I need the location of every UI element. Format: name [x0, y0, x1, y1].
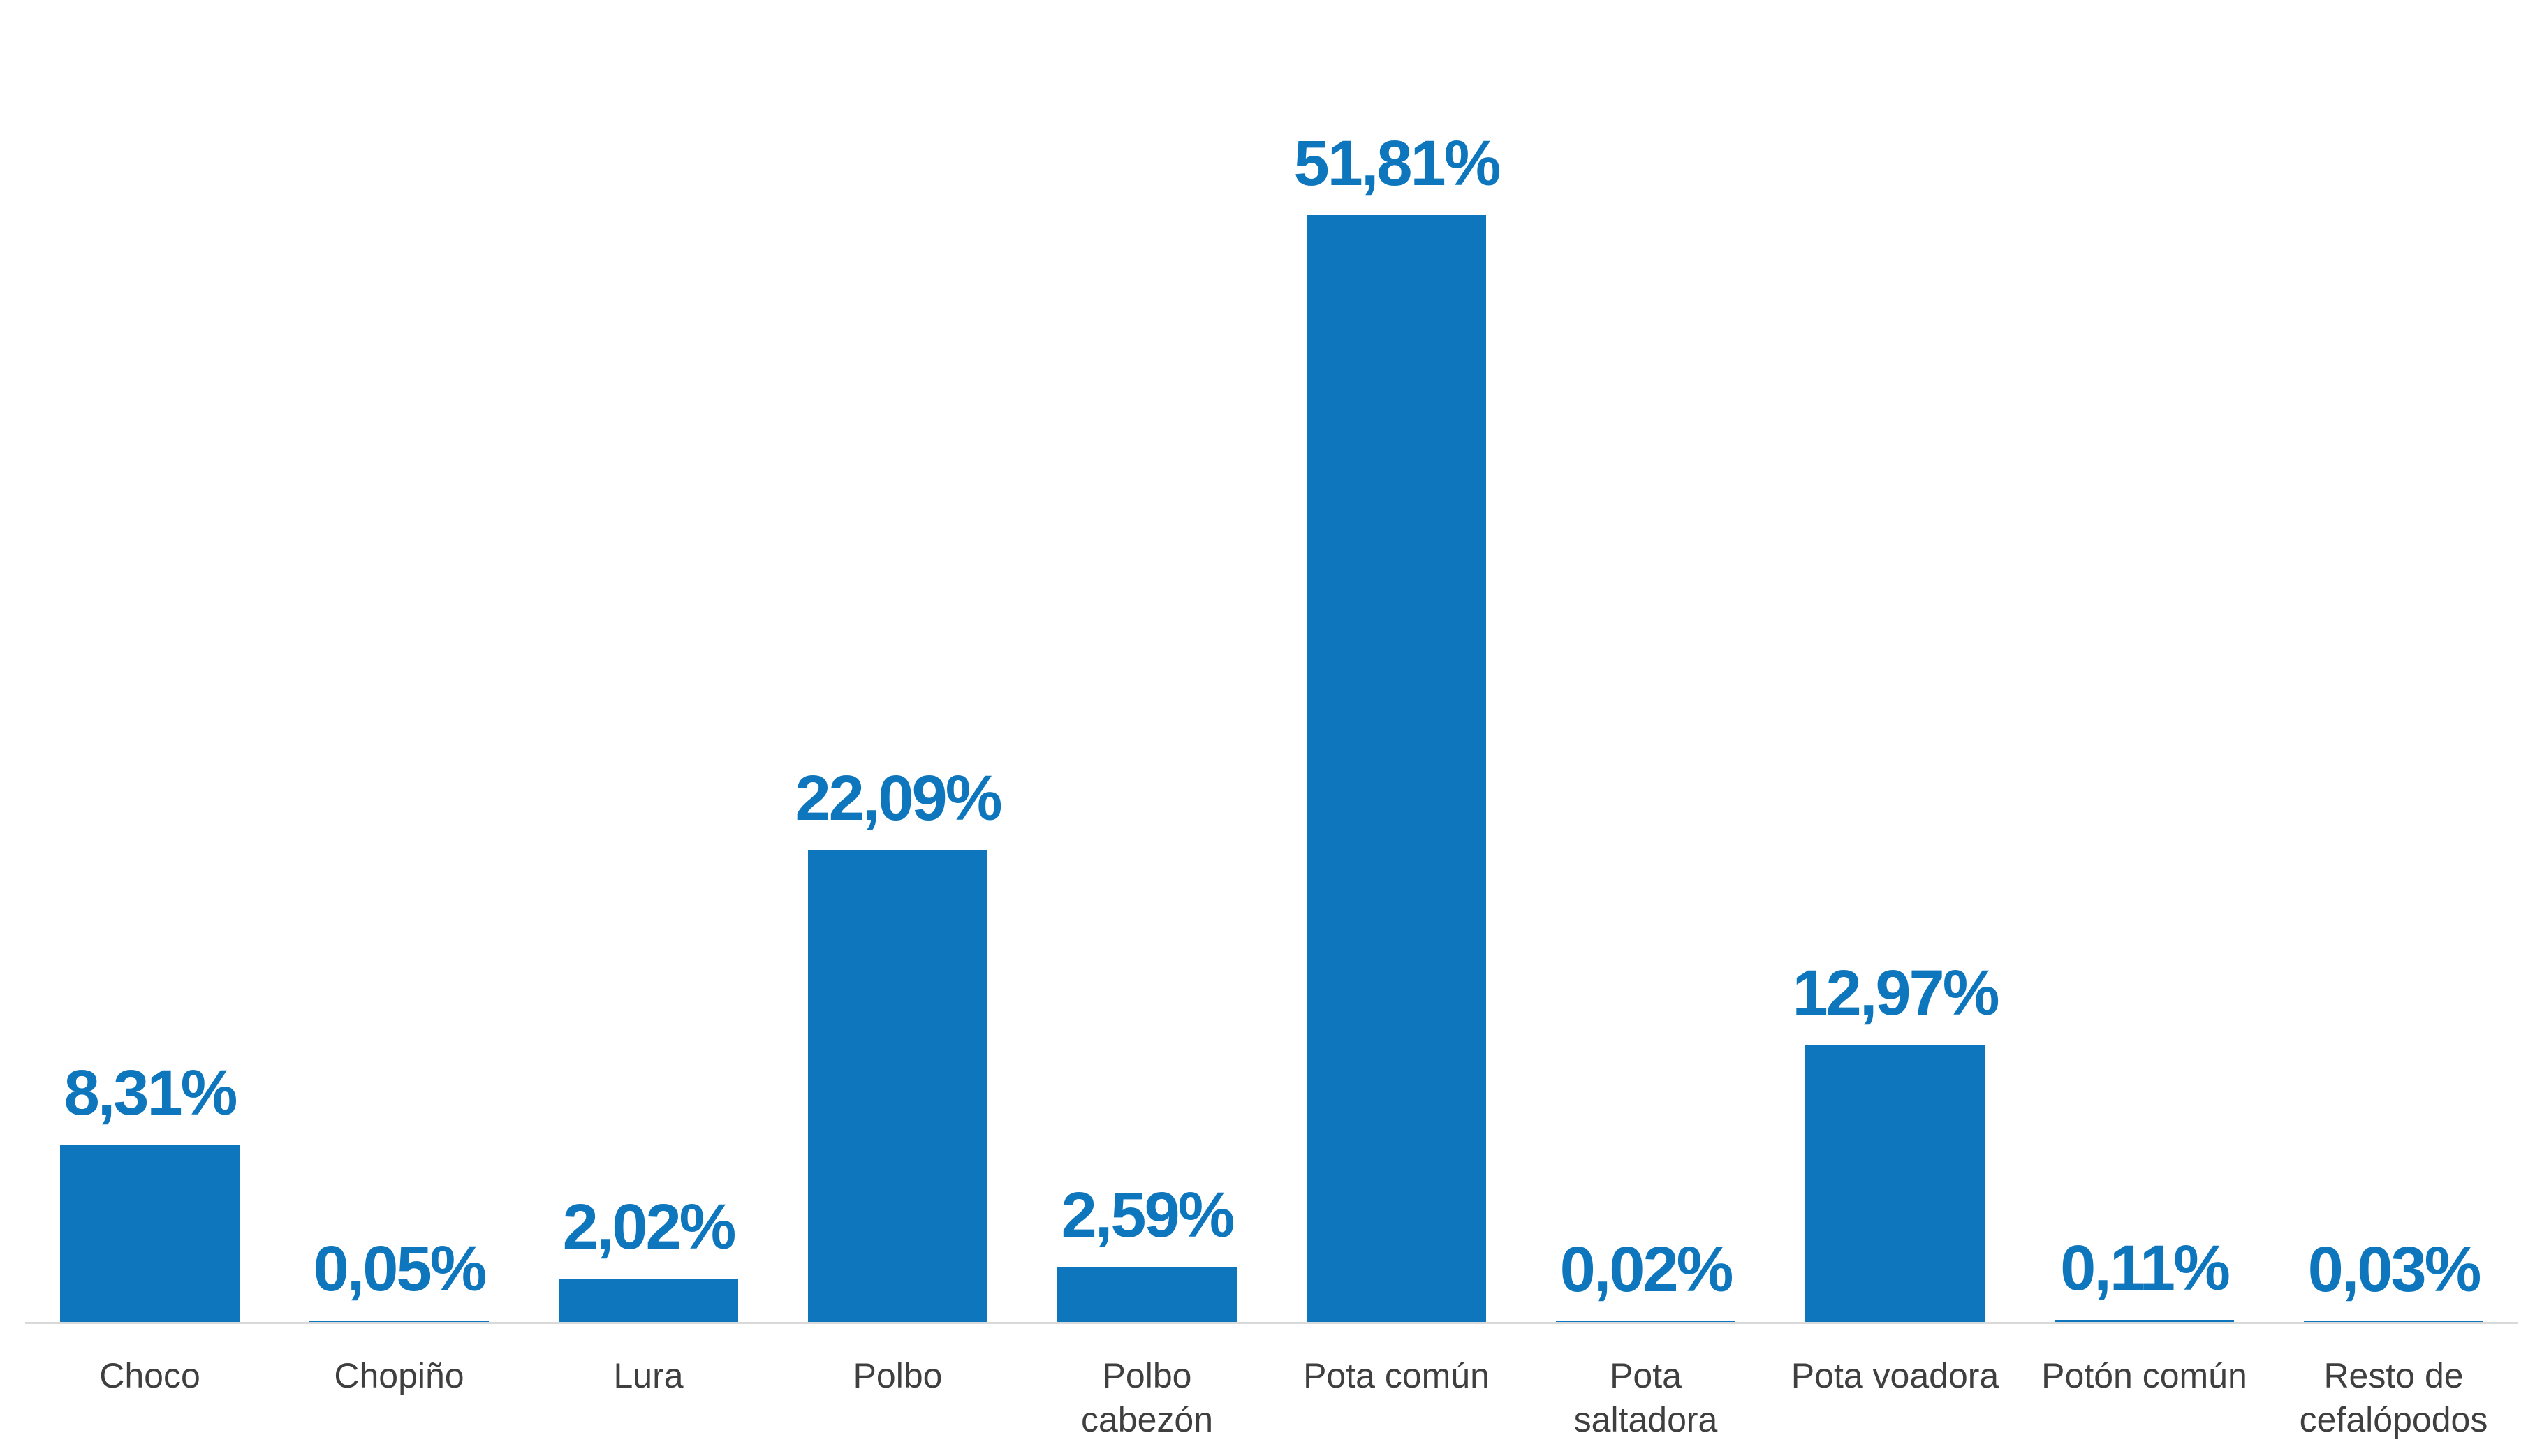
bar[interactable]: [558, 1279, 738, 1322]
bar-column: 0,03% Resto de cefalópodos: [2269, 215, 2518, 1439]
bar-column: 2,02% Lura: [524, 215, 773, 1395]
bar-column: 0,05% Chopiño: [274, 215, 524, 1395]
category-label: Pota saltadora: [1573, 1356, 1718, 1439]
x-axis-line: [25, 1322, 2518, 1324]
bar[interactable]: [1805, 1045, 1985, 1322]
bar-value-label: 0,05%: [313, 1233, 487, 1305]
category-label: Choco: [99, 1356, 200, 1395]
bar[interactable]: [807, 850, 987, 1322]
bar-column: 8,31% Choco: [25, 215, 274, 1395]
bar-value-label: 0,03%: [2307, 1234, 2482, 1306]
bar[interactable]: [2054, 1319, 2234, 1322]
bar-column: 0,11% Potón común: [2020, 215, 2269, 1395]
bar-column: 51,81% Pota común: [1272, 131, 1521, 1395]
bar[interactable]: [1555, 1321, 1735, 1322]
category-label: Potón común: [2041, 1356, 2247, 1395]
bar[interactable]: [1306, 215, 1486, 1322]
bar-value-label: 12,97%: [1792, 957, 1999, 1029]
category-label: Resto de cefalópodos: [2299, 1356, 2488, 1439]
bar-value-label: 0,11%: [2060, 1232, 2231, 1304]
category-label: Polbo: [853, 1356, 943, 1395]
bar[interactable]: [1057, 1266, 1237, 1322]
bar-column: 0,02% Pota saltadora: [1521, 215, 1770, 1439]
bar[interactable]: [309, 1321, 489, 1322]
bar-value-label: 0,02%: [1559, 1234, 1734, 1306]
category-label: Lura: [613, 1356, 684, 1395]
category-label: Pota voadora: [1791, 1356, 1999, 1395]
plot-area: 8,31% Choco 0,05% Chopiño 2,02% Lura 22,09% Pol…: [25, 131, 2518, 1439]
bar-value-label: 8,31%: [64, 1057, 238, 1128]
bar-value-label: 2,59%: [1061, 1179, 1235, 1251]
category-label: Pota común: [1303, 1356, 1490, 1395]
bar[interactable]: [2303, 1321, 2483, 1322]
category-label: Chopiño: [334, 1356, 464, 1395]
bar-value-label: 2,02%: [562, 1191, 737, 1263]
bar-column: 2,59% Polbo cabezón: [1022, 215, 1272, 1439]
bar-value-label: 22,09%: [795, 763, 1002, 834]
bar[interactable]: [59, 1144, 240, 1322]
category-label: Polbo cabezón: [1080, 1356, 1214, 1439]
bar-column: 12,97% Pota voadora: [1770, 215, 2020, 1395]
bar-value-label: 51,81%: [1293, 128, 1501, 199]
bar-column: 22,09% Polbo: [773, 215, 1022, 1395]
